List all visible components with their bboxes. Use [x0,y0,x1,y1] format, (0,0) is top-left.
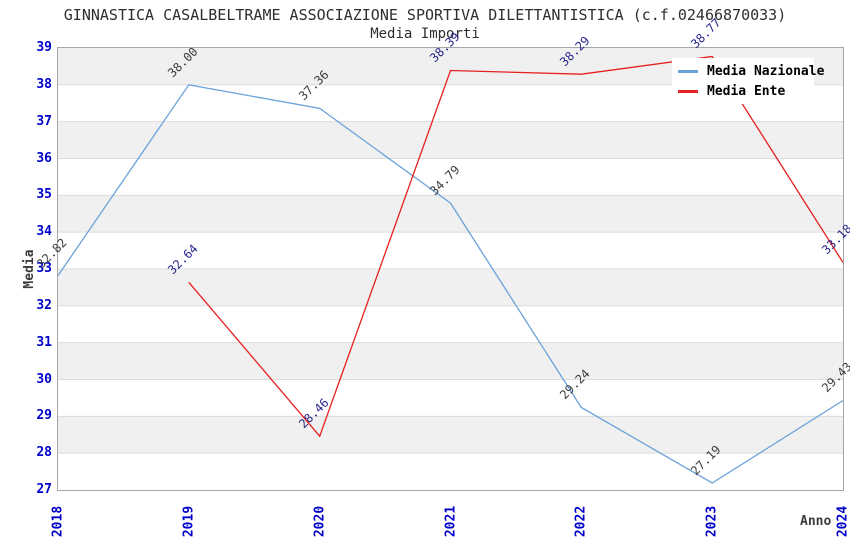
y-tick-label: 38 [36,76,52,92]
legend-item-media-nazionale: Media Nazionale [678,61,824,81]
y-tick-label: 28 [36,445,52,461]
y-tick-label: 39 [36,40,52,55]
x-tick-label: 2020 [312,505,328,538]
y-tick-label: 34 [36,224,52,240]
legend: Media Nazionale Media Ente [672,58,824,104]
plot-area [57,47,844,491]
x-tick-label: 2022 [573,505,589,538]
legend-item-media-ente: Media Ente [678,81,808,101]
chart-subtitle: Media Importi [370,26,480,42]
y-tick-label: 31 [36,334,52,350]
legend-label: Media Ente [707,83,786,99]
x-axis-title: Anno [800,514,832,529]
y-tick-label: 35 [36,187,52,203]
y-tick-label: 33 [36,261,52,276]
y-tick-label: 29 [36,408,52,424]
x-tick-label: 2019 [181,505,197,538]
y-tick-label: 37 [36,113,52,129]
y-tick-label: 36 [36,150,52,166]
legend-label: Media Nazionale [707,63,825,79]
y-tick-label: 32 [36,297,52,313]
x-tick-label: 2021 [443,505,458,538]
x-tick-label: 2018 [50,505,66,538]
y-tick-label: 30 [36,371,52,387]
line-swatch-icon [678,69,698,73]
line-swatch-icon [678,89,698,93]
chart-title: GINNASTICA CASALBELTRAME ASSOCIAZIONE SP… [63,6,787,24]
x-tick-label: 2024 [835,505,850,538]
y-tick-label: 27 [36,482,52,497]
x-tick-label: 2023 [704,505,720,538]
